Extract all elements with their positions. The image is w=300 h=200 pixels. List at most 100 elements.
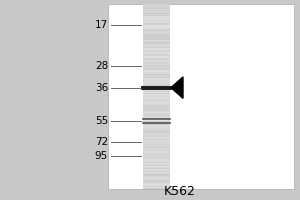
Bar xyxy=(142,18,170,19)
Bar xyxy=(142,84,170,85)
Bar xyxy=(142,145,170,146)
Bar xyxy=(142,160,170,161)
Bar xyxy=(142,32,170,33)
Bar xyxy=(142,34,170,35)
Bar xyxy=(142,80,170,81)
Bar xyxy=(142,154,170,155)
Bar xyxy=(142,170,170,171)
Bar xyxy=(142,169,170,170)
Bar xyxy=(142,19,170,20)
Bar xyxy=(142,116,170,117)
Bar xyxy=(142,105,170,106)
Bar xyxy=(142,30,170,31)
Bar xyxy=(142,41,170,42)
Bar xyxy=(142,148,170,149)
Bar xyxy=(142,58,170,59)
Bar xyxy=(142,13,170,14)
Bar xyxy=(142,109,170,110)
Bar xyxy=(142,149,170,150)
Bar xyxy=(142,112,170,113)
Bar xyxy=(142,35,170,36)
Bar xyxy=(142,123,170,124)
Bar xyxy=(142,133,170,134)
Text: 28: 28 xyxy=(95,61,108,71)
Text: 95: 95 xyxy=(95,151,108,161)
Bar xyxy=(142,17,170,18)
Bar xyxy=(142,49,170,50)
Bar xyxy=(142,69,170,70)
Bar xyxy=(142,72,170,73)
Bar xyxy=(142,172,170,173)
Bar xyxy=(142,82,170,83)
Bar xyxy=(142,48,170,49)
Bar xyxy=(142,55,170,56)
Bar xyxy=(142,119,170,120)
Bar xyxy=(142,43,170,44)
Bar xyxy=(142,157,170,158)
Bar xyxy=(142,159,170,160)
Bar xyxy=(142,185,170,186)
Bar xyxy=(142,153,170,154)
Bar xyxy=(142,111,170,112)
Bar xyxy=(142,104,170,105)
Bar xyxy=(142,139,170,140)
Bar xyxy=(142,31,170,32)
Bar xyxy=(142,124,170,125)
Bar xyxy=(142,87,170,88)
Bar xyxy=(142,135,170,136)
Bar xyxy=(142,107,170,108)
Bar xyxy=(142,96,170,97)
Bar xyxy=(142,182,170,183)
Bar xyxy=(142,77,170,78)
Bar xyxy=(142,118,170,119)
Bar xyxy=(142,165,170,166)
Bar xyxy=(142,164,170,165)
Bar xyxy=(142,180,170,181)
Bar xyxy=(142,120,170,121)
Text: K562: K562 xyxy=(164,185,196,198)
Bar xyxy=(142,106,170,107)
Bar xyxy=(142,130,170,131)
Bar xyxy=(142,86,170,87)
Bar xyxy=(142,89,170,90)
Bar xyxy=(142,94,170,95)
Bar xyxy=(142,14,170,15)
Bar xyxy=(142,147,170,148)
Bar xyxy=(142,7,170,8)
Bar xyxy=(142,76,170,77)
Bar xyxy=(142,128,170,129)
Bar xyxy=(142,168,170,169)
Bar xyxy=(142,75,170,76)
Bar xyxy=(142,158,170,159)
Bar xyxy=(142,59,170,60)
Bar xyxy=(142,45,170,46)
Bar xyxy=(142,65,170,66)
Bar xyxy=(142,38,170,39)
Polygon shape xyxy=(171,77,183,98)
Bar xyxy=(142,137,170,139)
Text: 17: 17 xyxy=(95,20,108,30)
Bar xyxy=(142,22,170,23)
Bar xyxy=(142,81,170,82)
Bar xyxy=(142,28,170,29)
Bar xyxy=(142,39,170,40)
Bar xyxy=(142,73,170,74)
Bar xyxy=(142,16,170,17)
Bar xyxy=(142,134,170,135)
Bar xyxy=(142,186,170,187)
Bar xyxy=(142,113,170,114)
Bar xyxy=(142,85,170,86)
Bar xyxy=(142,132,170,133)
Bar xyxy=(142,146,170,147)
Bar xyxy=(142,47,170,48)
Bar xyxy=(142,36,170,37)
Bar xyxy=(142,46,170,47)
Bar xyxy=(142,67,170,68)
Bar xyxy=(142,70,170,71)
Bar xyxy=(142,126,170,127)
Bar xyxy=(142,110,170,111)
Bar xyxy=(142,102,170,103)
Bar xyxy=(142,21,170,22)
Bar xyxy=(142,121,170,122)
Bar xyxy=(142,156,170,157)
